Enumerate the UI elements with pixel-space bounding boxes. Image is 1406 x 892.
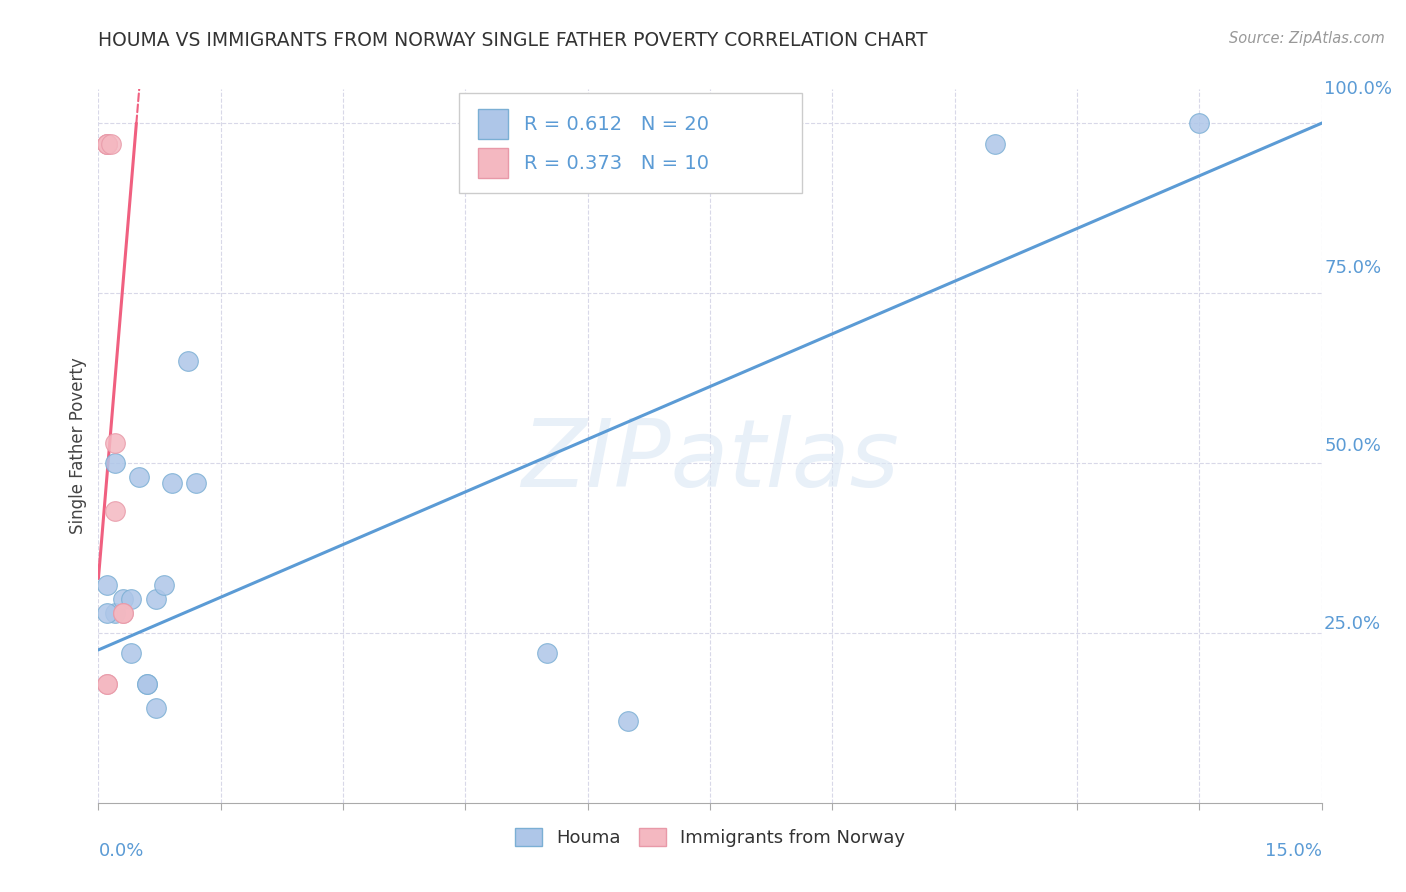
FancyBboxPatch shape [478,148,508,178]
Point [177,354,200,368]
Point [96,136,118,151]
Point [96,578,118,592]
Point [111,606,134,620]
Point [111,606,134,620]
Point [96,136,118,151]
Point [104,435,127,450]
Point [111,591,134,606]
Point [100,136,122,151]
Point [160,476,183,491]
Point [120,646,142,660]
Text: R = 0.612   N = 20: R = 0.612 N = 20 [524,115,709,134]
Point [536,646,558,660]
Point [186,476,208,491]
Text: 0.0%: 0.0% [98,842,143,860]
Point [1188,116,1211,130]
Legend: Houma, Immigrants from Norway: Houma, Immigrants from Norway [508,821,912,855]
Text: 100.0%: 100.0% [1324,80,1392,98]
Text: HOUMA VS IMMIGRANTS FROM NORWAY SINGLE FATHER POVERTY CORRELATION CHART: HOUMA VS IMMIGRANTS FROM NORWAY SINGLE F… [98,31,928,50]
Point [96,606,118,620]
Point [96,677,118,691]
Point [96,136,118,151]
Point [145,700,167,714]
Point [104,456,127,470]
Point [152,578,174,592]
Text: R = 0.373   N = 10: R = 0.373 N = 10 [524,154,709,173]
Point [136,677,159,691]
Text: ZIPatlas: ZIPatlas [522,415,898,506]
Point [136,677,159,691]
Point [128,469,150,483]
Point [96,677,118,691]
Text: 15.0%: 15.0% [1264,842,1322,860]
Point [984,136,1007,151]
Point [145,591,167,606]
Point [104,606,127,620]
FancyBboxPatch shape [478,109,508,139]
Text: 75.0%: 75.0% [1324,259,1381,277]
Text: 25.0%: 25.0% [1324,615,1381,633]
Point [104,503,127,517]
Point [617,714,640,729]
Text: Source: ZipAtlas.com: Source: ZipAtlas.com [1229,31,1385,46]
Text: 50.0%: 50.0% [1324,437,1381,455]
Point [120,591,142,606]
FancyBboxPatch shape [460,93,801,193]
Y-axis label: Single Father Poverty: Single Father Poverty [69,358,87,534]
